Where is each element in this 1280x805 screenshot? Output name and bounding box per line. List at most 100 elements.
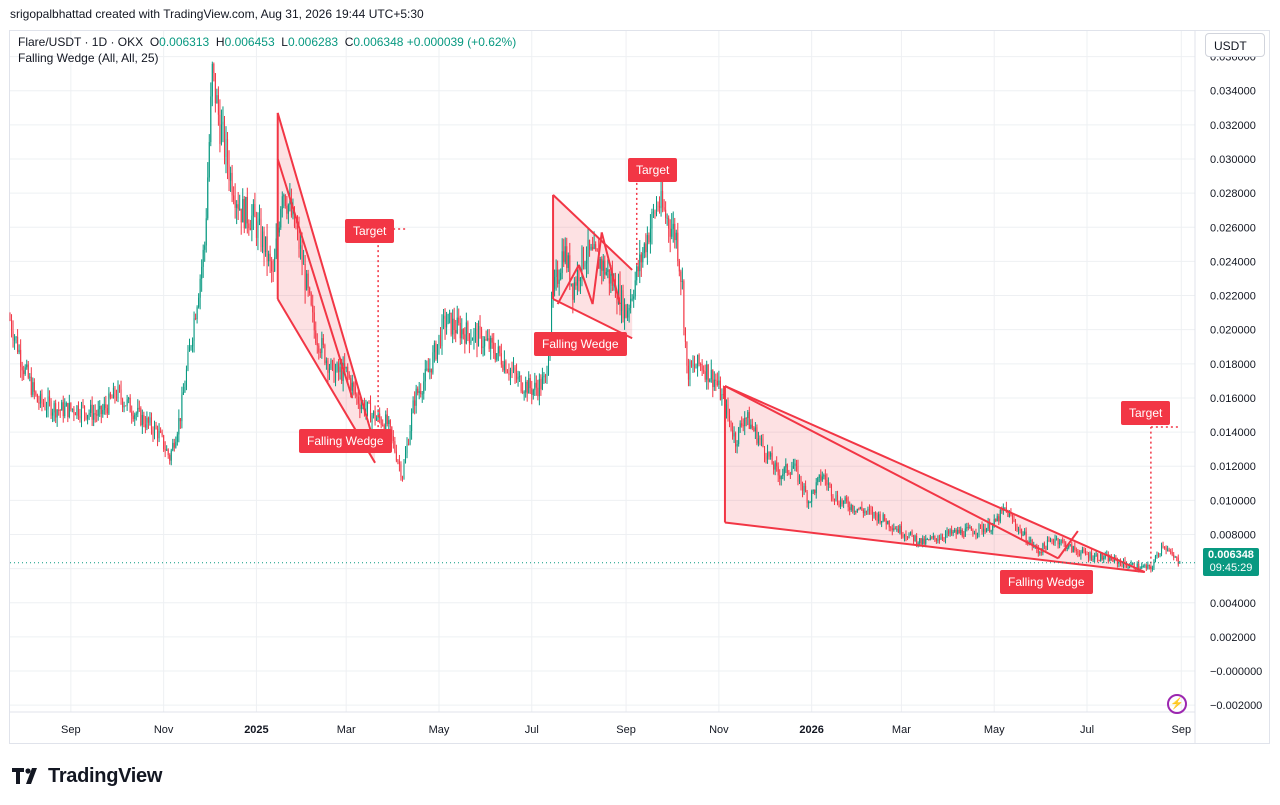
candle-body <box>42 403 44 405</box>
candle-body <box>683 281 685 328</box>
chart-frame[interactable] <box>9 30 1270 744</box>
candle-body <box>1110 556 1112 561</box>
candle-body <box>404 453 407 463</box>
tradingview-footer[interactable]: TradingView <box>12 763 162 789</box>
candle-body <box>814 489 816 494</box>
candle-body <box>925 539 927 544</box>
candle-body <box>310 293 312 305</box>
candle-body <box>257 221 259 238</box>
candle-body <box>1068 544 1070 548</box>
candle-body <box>132 415 134 420</box>
flash-icon[interactable]: ⚡ <box>1167 694 1187 714</box>
candle-body <box>875 512 877 516</box>
candle-body <box>535 382 537 388</box>
candle-body <box>389 420 391 427</box>
candle-body <box>1011 515 1013 520</box>
candle-body <box>914 535 916 542</box>
candle-body <box>537 387 539 397</box>
candle-body <box>149 417 151 423</box>
candle-body <box>744 417 746 427</box>
candle-body <box>762 438 764 447</box>
candle-body <box>1025 531 1027 543</box>
candle-body <box>108 393 110 414</box>
candle-body <box>833 498 836 500</box>
candle-body <box>902 535 904 537</box>
candle-body <box>599 259 601 269</box>
candle-body <box>417 388 419 394</box>
candle-body <box>642 252 644 263</box>
candle-body <box>856 508 858 512</box>
symbol-name[interactable]: Flare/USDT · 1D · OKX <box>18 35 144 49</box>
y-tick-label: 0.012000 <box>1210 461 1256 473</box>
candle-body <box>196 307 198 320</box>
candle-body <box>94 413 96 415</box>
wedge-lower-line <box>552 298 633 340</box>
candle-body <box>610 274 612 284</box>
candle-body <box>928 539 930 540</box>
candle-body <box>782 474 784 477</box>
candle-body <box>1151 567 1153 570</box>
pattern-label-falling-wedge: Falling Wedge <box>534 332 627 356</box>
candle-body <box>680 271 682 282</box>
candle-body <box>890 527 892 529</box>
candle-body <box>1037 549 1039 554</box>
high-label: H <box>215 35 225 49</box>
candle-body <box>697 354 699 368</box>
candle-body <box>161 432 163 436</box>
currency-button[interactable]: USDT <box>1205 33 1265 57</box>
candle-body <box>271 261 273 272</box>
candle-body <box>230 172 232 181</box>
candle-body <box>602 260 604 271</box>
candle-body <box>862 510 864 514</box>
candle-body <box>836 495 839 504</box>
candle-body <box>265 236 267 253</box>
candle-body <box>897 528 899 533</box>
candle-body <box>33 382 35 392</box>
y-tick-label: 0.034000 <box>1210 86 1256 98</box>
candle-body <box>239 208 241 210</box>
candle-body <box>579 277 581 282</box>
candle-body <box>1031 540 1033 547</box>
candle-body <box>345 366 347 369</box>
candle-body <box>867 508 869 512</box>
candle-body <box>783 467 785 475</box>
candle-body <box>616 297 618 304</box>
candle-body <box>298 226 300 249</box>
candle-body <box>715 379 717 381</box>
candle-body <box>141 414 143 426</box>
candle-body <box>137 407 139 414</box>
candle-body <box>798 476 801 482</box>
pattern-label-target: Target <box>1121 401 1171 425</box>
candle-body <box>388 420 390 424</box>
pattern-label-falling-wedge: Falling Wedge <box>1000 570 1093 594</box>
candle-body <box>79 416 81 419</box>
candle-body <box>954 529 956 532</box>
candle-body <box>818 474 820 478</box>
candle-body <box>23 370 25 375</box>
candle-body <box>1075 550 1077 551</box>
candle-body <box>231 172 233 196</box>
candle-body <box>949 529 951 534</box>
candle-body <box>27 364 29 378</box>
candle-body <box>394 441 396 452</box>
candle-body <box>321 338 323 353</box>
candle-body <box>438 335 440 345</box>
candle-body <box>806 491 808 504</box>
indicator-label[interactable]: Falling Wedge (All, All, 25) <box>18 51 159 65</box>
candle-body <box>333 362 335 382</box>
candle-body <box>992 524 994 531</box>
candle-body <box>1052 541 1055 543</box>
candle-body <box>260 218 262 248</box>
candle-body <box>449 312 451 315</box>
last-price: 0.006348 <box>1208 549 1254 561</box>
candle-body <box>1133 563 1135 569</box>
candle-body <box>608 269 610 284</box>
candle-body <box>1007 509 1009 517</box>
candle-body <box>693 364 696 368</box>
candle-body <box>67 403 69 418</box>
candle-body <box>21 366 23 371</box>
candle-body <box>397 460 399 462</box>
candle-body <box>881 520 883 523</box>
candle-body <box>554 277 556 289</box>
